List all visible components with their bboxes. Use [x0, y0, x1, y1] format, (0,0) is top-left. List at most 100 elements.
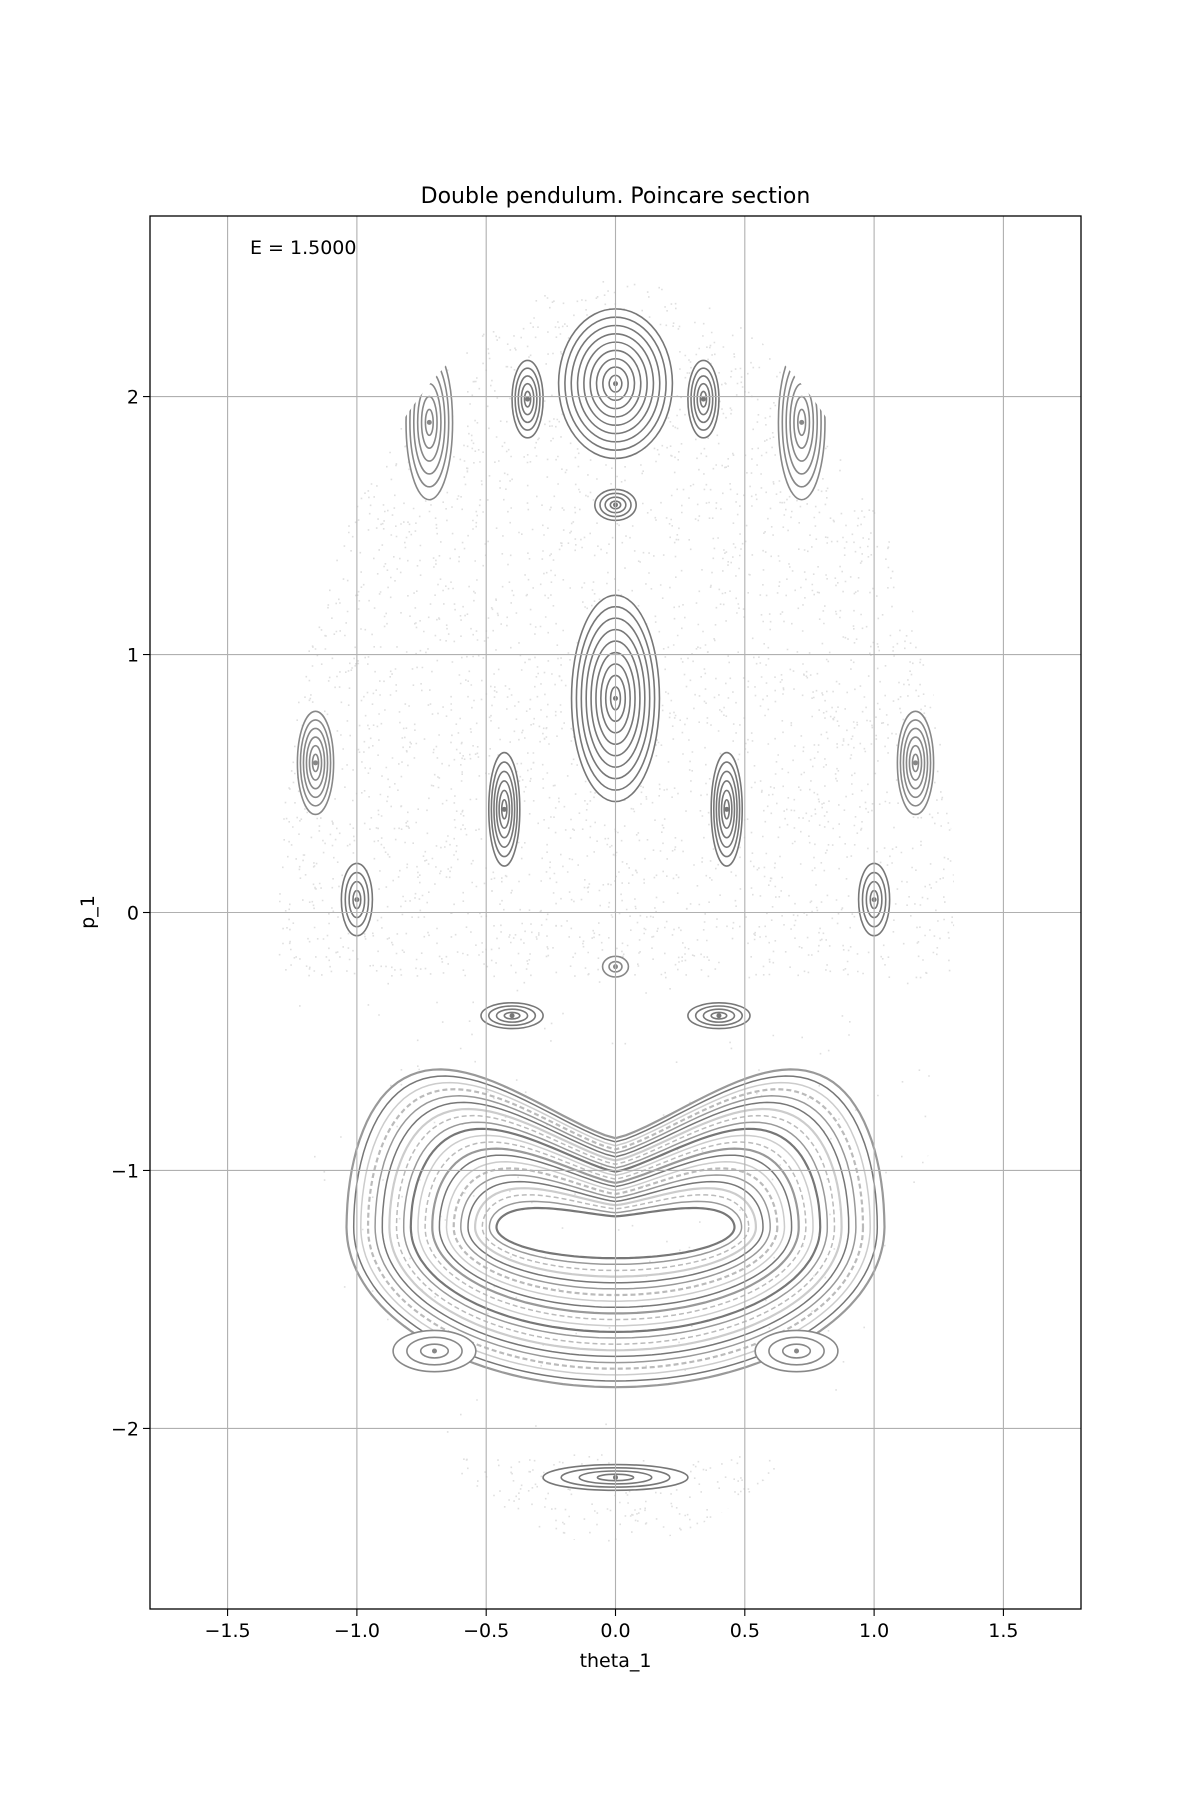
libration-curve: [345, 1068, 886, 1389]
x-tick-label: −1.5: [205, 1620, 251, 1642]
island-ring: [720, 789, 733, 830]
island-center: [799, 419, 805, 425]
island-center: [794, 1348, 800, 1354]
libration-curve: [381, 1101, 850, 1358]
island: [487, 751, 521, 867]
island-ring: [896, 710, 935, 816]
island-ring: [495, 780, 513, 839]
island-ring: [305, 736, 326, 790]
island-ring: [517, 375, 538, 424]
island-ring: [687, 359, 720, 439]
island: [296, 710, 335, 816]
x-axis-ticks: −1.5 −1.0 −0.5 0.0 0.5 1.0 1.5: [205, 1609, 1019, 1642]
island-ring: [768, 1336, 825, 1366]
island-ring: [710, 1011, 728, 1020]
x-tick-label: −0.5: [463, 1620, 509, 1642]
island-ring: [503, 1011, 521, 1020]
libration-curve: [488, 1200, 743, 1266]
island: [687, 1001, 751, 1030]
island-ring: [299, 719, 332, 807]
x-tick-label: 1.5: [988, 1620, 1018, 1642]
libration-curve: [495, 1206, 736, 1260]
island-ring: [495, 1008, 529, 1023]
island-ring: [687, 1001, 751, 1030]
chart-title: Double pendulum. Poincare section: [421, 184, 811, 209]
libration-curve: [366, 1088, 865, 1370]
island-ring: [498, 789, 511, 830]
island-ring: [902, 727, 929, 799]
island-ring: [899, 719, 932, 807]
island-ring: [694, 1005, 744, 1027]
libration-curve: [424, 1141, 807, 1321]
libration-curve: [374, 1095, 857, 1364]
island-ring: [908, 744, 923, 781]
island-ring: [718, 780, 736, 839]
libration-curve: [352, 1075, 879, 1382]
island-ring: [308, 744, 323, 781]
island-center: [426, 419, 432, 425]
island-ring: [715, 770, 738, 848]
libration-curve: [417, 1134, 814, 1327]
island-ring: [520, 382, 535, 416]
island: [754, 1329, 839, 1373]
island-ring: [487, 751, 521, 867]
island: [896, 710, 935, 816]
island: [480, 1001, 544, 1030]
island-ring: [712, 761, 741, 858]
island-ring: [514, 367, 541, 431]
island-ring: [911, 753, 920, 773]
x-tick-label: 1.0: [859, 1620, 889, 1642]
island-center: [716, 1013, 722, 1019]
libration-curve: [445, 1161, 786, 1302]
libration-curve: [452, 1167, 779, 1297]
island-ring: [781, 1343, 812, 1359]
x-tick-label: 0.5: [730, 1620, 760, 1642]
island-center: [501, 806, 507, 812]
island-ring: [754, 1329, 839, 1373]
y-axis-ticks: −2 −1 0 1 2: [111, 387, 150, 1440]
island-ring: [493, 770, 516, 848]
island-center: [509, 1013, 515, 1019]
island-ring: [702, 1008, 736, 1023]
libration-curve: [431, 1147, 800, 1315]
libration-curve: [473, 1187, 758, 1278]
island-ring: [419, 1343, 450, 1359]
island: [511, 359, 544, 439]
island-center: [912, 760, 918, 766]
island-ring: [690, 367, 717, 431]
island-ring: [302, 727, 329, 799]
chaotic-sea-points: [278, 281, 955, 1542]
island-ring: [723, 799, 731, 820]
island-ring: [480, 1001, 544, 1030]
libration-curve: [360, 1081, 871, 1376]
island-ring: [696, 382, 711, 416]
libration-curve: [481, 1194, 750, 1272]
chaotic-sea: [278, 281, 955, 1542]
island-ring: [311, 753, 320, 773]
libration-curve: [395, 1114, 836, 1345]
y-axis-label: p_1: [77, 895, 99, 929]
island-ring: [523, 390, 532, 408]
island-center: [313, 760, 319, 766]
libration-curves: [345, 1068, 886, 1389]
y-tick-label: 1: [127, 645, 139, 667]
island-center: [700, 396, 706, 402]
libration-curve: [460, 1174, 771, 1290]
island-ring: [710, 751, 744, 867]
x-tick-label: 0.0: [600, 1620, 630, 1642]
libration-curve: [409, 1127, 822, 1334]
island-ring: [424, 408, 434, 437]
libration-curve: [438, 1154, 793, 1309]
island-ring: [511, 359, 544, 439]
island-ring: [490, 761, 519, 858]
libration-curve: [402, 1121, 829, 1339]
island-ring: [699, 390, 708, 408]
y-tick-label: −1: [111, 1160, 139, 1182]
island-ring: [487, 1005, 537, 1027]
y-tick-label: −2: [111, 1418, 139, 1440]
island-ring: [905, 736, 926, 790]
x-tick-label: −1.0: [334, 1620, 380, 1642]
island: [392, 1329, 477, 1373]
